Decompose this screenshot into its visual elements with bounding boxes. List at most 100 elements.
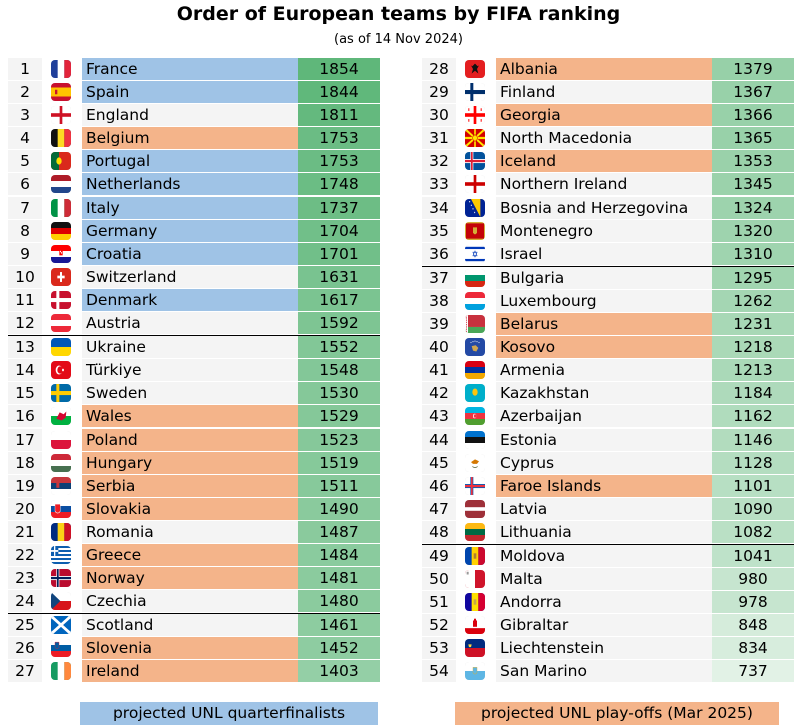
table-row: 40 Kosovo 1218 <box>422 336 794 359</box>
points-cell: 1262 <box>712 289 794 312</box>
legend-quarterfinalists: projected UNL quarterfinalists <box>80 702 378 725</box>
rank-cell: 7 <box>8 196 42 219</box>
rank-cell: 41 <box>422 359 456 382</box>
flag-wales-icon <box>51 407 71 426</box>
rank-cell: 1 <box>8 58 42 80</box>
team-name-cell: Albania <box>496 58 716 80</box>
team-name-cell: Poland <box>82 428 302 451</box>
table-row: 54 San Marino 737 <box>422 660 794 683</box>
points-cell: 1366 <box>712 104 794 127</box>
rank-cell: 8 <box>8 219 42 242</box>
team-name-cell: Luxembourg <box>496 289 716 312</box>
rank-cell: 54 <box>422 660 456 683</box>
team-name-cell: England <box>82 104 302 127</box>
rank-cell: 14 <box>8 359 42 382</box>
team-name-cell: San Marino <box>496 660 716 683</box>
points-cell: 1844 <box>298 81 380 104</box>
flag-israel-icon <box>465 244 485 263</box>
rank-cell: 23 <box>8 567 42 590</box>
points-cell: 1461 <box>298 614 380 637</box>
rank-cell: 21 <box>8 520 42 543</box>
table-row: 8 Germany 1704 <box>8 219 380 242</box>
team-name-cell: Armenia <box>496 359 716 382</box>
table-row: 5 Portugal 1753 <box>8 150 380 173</box>
flag-luxembourg-icon <box>465 291 485 310</box>
rank-cell: 29 <box>422 81 456 104</box>
team-name-cell: Israel <box>496 242 716 265</box>
flag-slovenia-icon <box>51 639 71 658</box>
flag-cyprus-icon <box>465 453 485 472</box>
table-row: 17 Poland 1523 <box>8 428 380 451</box>
flag-gibraltar-icon <box>465 616 485 635</box>
team-name-cell: Estonia <box>496 428 716 451</box>
team-name-cell: Andorra <box>496 591 716 614</box>
flag-turkiye-icon <box>51 361 71 380</box>
flag-san-marino-icon <box>465 662 485 681</box>
rank-cell: 15 <box>8 382 42 405</box>
flag-serbia-icon <box>51 476 71 495</box>
rank-cell: 30 <box>422 104 456 127</box>
points-cell: 1367 <box>712 81 794 104</box>
points-cell: 1101 <box>712 474 794 497</box>
points-cell: 1218 <box>712 336 794 359</box>
table-row: 49 Moldova 1041 <box>422 543 794 567</box>
table-row: 30 Georgia 1366 <box>422 104 794 127</box>
flag-liechtenstein-icon <box>465 639 485 658</box>
table-row: 39 Belarus 1231 <box>422 313 794 336</box>
points-cell: 1548 <box>298 359 380 382</box>
table-row: 7 Italy 1737 <box>8 196 380 219</box>
team-name-cell: Malta <box>496 568 716 591</box>
table-row: 35 Montenegro 1320 <box>422 219 794 242</box>
rank-cell: 6 <box>8 173 42 196</box>
team-name-cell: Denmark <box>82 288 302 311</box>
flag-portugal-icon <box>51 152 71 171</box>
table-row: 13 Ukraine 1552 <box>8 335 380 359</box>
points-cell: 1523 <box>298 428 380 451</box>
table-row: 18 Hungary 1519 <box>8 451 380 474</box>
flag-armenia-icon <box>465 361 485 380</box>
table-row: 3 England 1811 <box>8 104 380 127</box>
table-row: 31 North Macedonia 1365 <box>422 127 794 150</box>
points-cell: 1041 <box>712 544 794 567</box>
points-cell: 1295 <box>712 266 794 289</box>
table-row: 48 Lithuania 1082 <box>422 520 794 543</box>
rank-cell: 16 <box>8 405 42 428</box>
table-row: 50 Malta 980 <box>422 568 794 591</box>
rank-cell: 46 <box>422 474 456 497</box>
team-name-cell: Bulgaria <box>496 266 716 289</box>
flag-czechia-icon <box>51 592 71 611</box>
rank-cell: 22 <box>8 543 42 566</box>
flag-north-macedonia-icon <box>465 129 485 148</box>
table-row: 52 Gibraltar 848 <box>422 614 794 637</box>
table-row: 4 Belgium 1753 <box>8 127 380 150</box>
team-name-cell: Sweden <box>82 382 302 405</box>
points-cell: 1146 <box>712 428 794 451</box>
points-cell: 980 <box>712 568 794 591</box>
rank-cell: 4 <box>8 127 42 150</box>
flag-montenegro-icon <box>465 221 485 240</box>
flag-bulgaria-icon <box>465 268 485 287</box>
points-cell: 1511 <box>298 474 380 497</box>
team-name-cell: Slovenia <box>82 637 302 660</box>
flag-andorra-icon <box>465 593 485 612</box>
team-name-cell: Finland <box>496 81 716 104</box>
rank-cell: 43 <box>422 405 456 428</box>
table-row: 28 Albania 1379 <box>422 58 794 80</box>
points-cell: 1184 <box>712 382 794 405</box>
table-row: 19 Serbia 1511 <box>8 474 380 497</box>
flag-slovakia-icon <box>51 499 71 518</box>
table-row: 20 Slovakia 1490 <box>8 497 380 520</box>
table-row: 25 Scotland 1461 <box>8 613 380 637</box>
team-name-cell: Liechtenstein <box>496 637 716 660</box>
team-name-cell: Romania <box>82 520 302 543</box>
table-row: 24 Czechia 1480 <box>8 590 380 613</box>
team-name-cell: Wales <box>82 405 302 428</box>
legend-playoffs: projected UNL play-offs (Mar 2025) <box>455 702 779 725</box>
team-name-cell: Ukraine <box>82 336 302 359</box>
ranking-column-left: 1 France 1854 2 Spain 1844 3 England 1811 4 Belgiu… <box>8 58 380 684</box>
rank-cell: 2 <box>8 81 42 104</box>
ranking-column-right: 28 Albania 1379 29 Finland 1367 30 Georgia 1366 3… <box>422 58 794 684</box>
flag-hungary-icon <box>51 453 71 472</box>
page-subtitle: (as of 14 Nov 2024) <box>334 32 463 47</box>
points-cell: 1592 <box>298 312 380 335</box>
